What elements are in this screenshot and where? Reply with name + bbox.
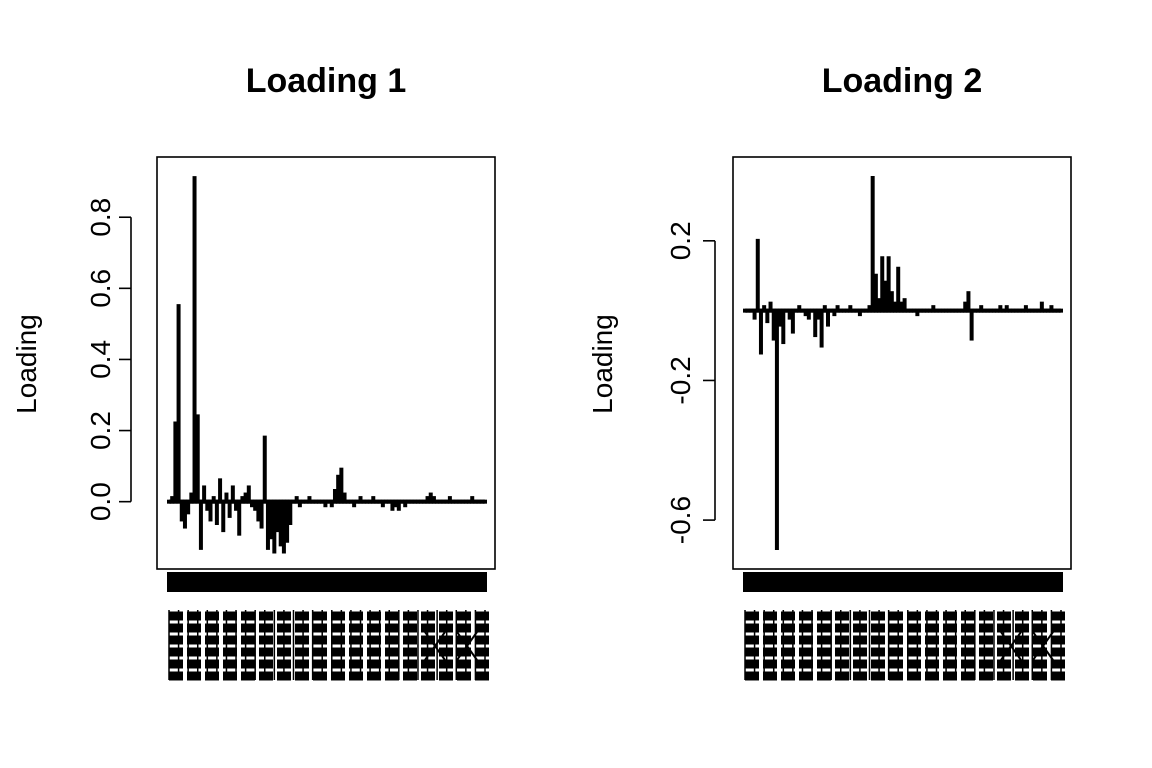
x-tick-label bbox=[456, 631, 478, 661]
x-tick-marks bbox=[743, 572, 1063, 592]
y-tick-label: 0.6 bbox=[85, 269, 116, 308]
x-tick-label bbox=[1032, 631, 1054, 661]
x-tick-label bbox=[424, 631, 446, 661]
panel-loading-1: Loading 1 Loading 0.0 0.2 0.4 0.6 0.8 bbox=[11, 62, 496, 681]
x-tick-marks bbox=[167, 572, 487, 592]
y-tick-label: -0.2 bbox=[665, 356, 696, 404]
plot-frame bbox=[732, 156, 1072, 570]
panel-loading-2: Loading 2 Loading -0.6 -0.2 0.2 bbox=[587, 62, 1072, 681]
bars bbox=[167, 176, 487, 554]
y-axis: -0.6 -0.2 0.2 bbox=[665, 221, 716, 544]
y-tick-label: 0.2 bbox=[85, 411, 116, 450]
x-tick-labels bbox=[743, 572, 1065, 681]
y-tick-label: 0.2 bbox=[665, 221, 696, 260]
chart-title: Loading 1 bbox=[246, 62, 407, 100]
y-tick-label: -0.6 bbox=[665, 496, 696, 544]
y-axis-label: Loading bbox=[11, 314, 42, 414]
y-tick-label: 0.4 bbox=[85, 340, 116, 379]
bars bbox=[743, 175, 1063, 551]
y-tick-label: 0.8 bbox=[85, 198, 116, 237]
x-tick-labels bbox=[167, 572, 489, 681]
chart-title: Loading 2 bbox=[822, 62, 983, 100]
x-tick-label bbox=[1000, 631, 1022, 661]
y-tick-label: 0.0 bbox=[85, 482, 116, 521]
plot-frame bbox=[156, 156, 496, 570]
y-axis-label: Loading bbox=[587, 314, 618, 414]
y-axis: 0.0 0.2 0.4 0.6 0.8 bbox=[85, 198, 132, 521]
